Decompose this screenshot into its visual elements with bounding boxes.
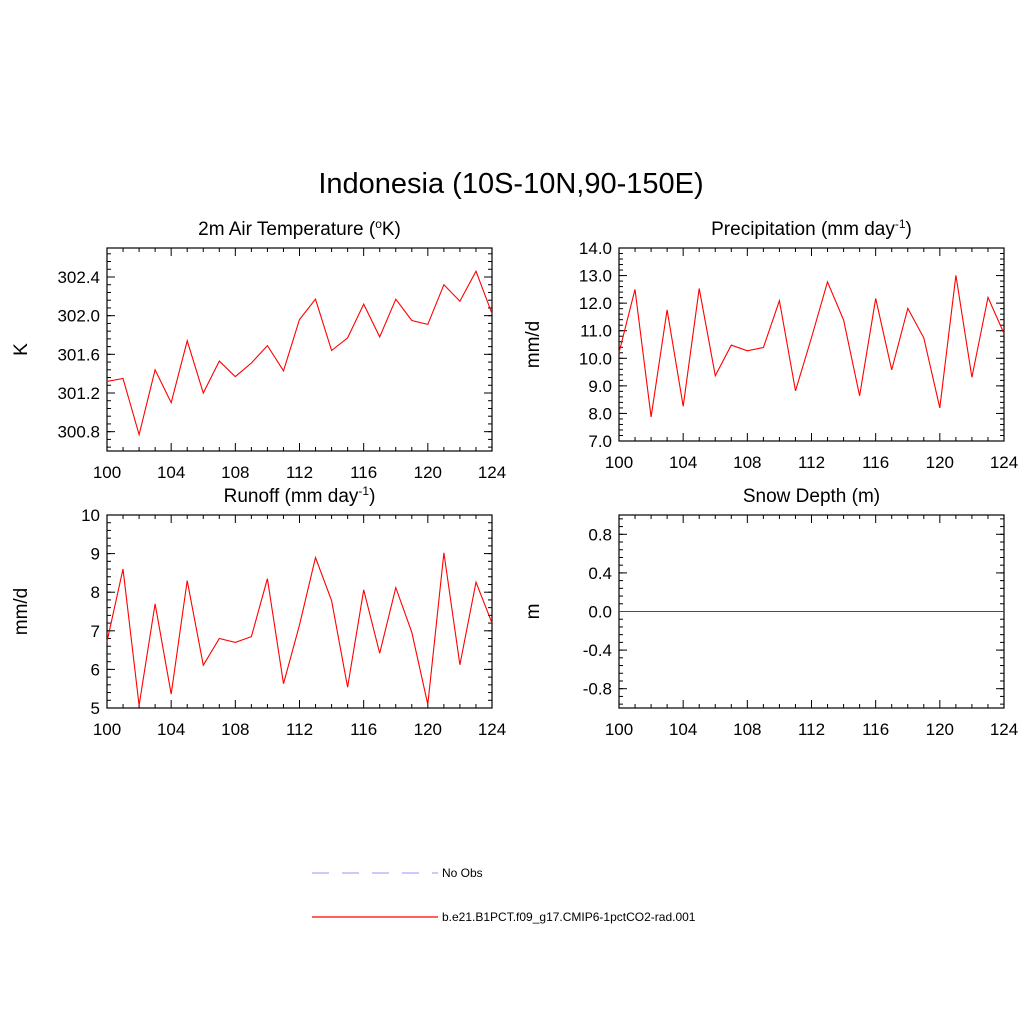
x-tick-label: 100 xyxy=(605,720,633,739)
x-tick-label: 116 xyxy=(862,720,889,739)
y-tick-label: 7.0 xyxy=(588,432,612,451)
x-tick-label: 104 xyxy=(157,720,185,739)
legend-item: No Obs xyxy=(312,866,483,880)
y-tick-label: 0.4 xyxy=(588,564,612,583)
x-tick-label: 108 xyxy=(221,720,249,739)
y-axis-label: K xyxy=(11,343,32,356)
y-tick-label: 14.0 xyxy=(579,239,612,258)
x-tick-label: 120 xyxy=(414,720,442,739)
x-tick-label: 108 xyxy=(733,453,761,472)
x-tick-label: 124 xyxy=(990,720,1018,739)
y-tick-label: 7 xyxy=(91,622,100,641)
panel-temperature: 2m Air Temperature (oK) 100 104 108 112 116 12… xyxy=(11,217,506,482)
panel-runoff: Runoff (mm day-1)100 104 108 112 116 120 12456… xyxy=(11,484,506,739)
y-tick-label: 13.0 xyxy=(579,267,612,286)
y-axis-label: mm/d xyxy=(11,588,32,636)
plot-frame xyxy=(618,247,1005,442)
y-tick-label: 12.0 xyxy=(579,294,612,313)
y-tick-label: 11.0 xyxy=(580,322,612,341)
x-tick-label: 120 xyxy=(926,720,954,739)
x-tick-label: 100 xyxy=(605,453,633,472)
x-tick-label: 104 xyxy=(157,463,185,482)
x-tick-label: 116 xyxy=(350,720,377,739)
y-tick-label: 10 xyxy=(81,506,100,525)
y-tick-label: 8 xyxy=(91,583,100,602)
x-tick-label: 108 xyxy=(221,463,249,482)
x-tick-label: 116 xyxy=(862,453,889,472)
x-tick-label: 124 xyxy=(990,453,1018,472)
y-tick-label: 0.8 xyxy=(588,525,612,544)
legend-label: b.e21.B1PCT.f09_g17.CMIP6-1pctCO2-rad.00… xyxy=(442,910,696,924)
plot-frame xyxy=(106,514,493,709)
y-axis-label: m xyxy=(523,604,544,620)
panel-snow-depth: Snow Depth (m) 100 104 108 112 116 120 124 -0.8 -… xyxy=(523,486,1018,739)
series-line xyxy=(106,269,493,437)
x-tick-label: 120 xyxy=(926,453,954,472)
x-tick-label: 124 xyxy=(478,463,506,482)
y-axis-label: mm/d xyxy=(523,321,544,369)
y-tick-label: 10.0 xyxy=(579,349,612,368)
figure-title: Indonesia (10S-10N,90-150E) xyxy=(318,168,703,200)
x-tick-label: 112 xyxy=(286,720,313,739)
y-tick-label: 301.2 xyxy=(57,384,100,403)
y-tick-label: -0.8 xyxy=(583,680,612,699)
y-tick-label: 9 xyxy=(91,545,100,564)
y-tick-label: 5 xyxy=(91,699,100,718)
x-tick-label: 104 xyxy=(669,720,697,739)
series-line xyxy=(618,275,1005,418)
legend: No Obs b.e21.B1PCT.f09_g17.CMIP6-1pctCO2-… xyxy=(312,866,696,924)
panel-title: Snow Depth (m) xyxy=(743,486,880,507)
x-tick-label: 116 xyxy=(350,463,377,482)
x-tick-label: 108 xyxy=(733,720,761,739)
panel-title: 2m Air Temperature (oK) xyxy=(198,217,401,240)
x-tick-label: 112 xyxy=(798,720,825,739)
y-tick-label: 300.8 xyxy=(57,423,100,442)
x-tick-label: 104 xyxy=(669,453,697,472)
y-tick-label: 6 xyxy=(91,660,100,679)
y-tick-label: 301.6 xyxy=(57,345,100,364)
y-tick-label: -0.4 xyxy=(583,641,612,660)
panels: 2m Air Temperature (oK)100 104 108 112 116 12… xyxy=(11,217,1018,739)
series-line xyxy=(106,552,493,706)
legend-item: b.e21.B1PCT.f09_g17.CMIP6-1pctCO2-rad.00… xyxy=(312,910,696,924)
x-tick-label: 112 xyxy=(286,463,313,482)
legend-label: No Obs xyxy=(442,866,483,880)
plot-frame xyxy=(106,247,493,452)
x-tick-label: 124 xyxy=(478,720,506,739)
panel-title: Runoff (mm day-1) xyxy=(224,484,376,507)
panel-precipitation: Precipitation (mm day-1) 100 104 108 112 116 1… xyxy=(523,217,1018,472)
panel-title: Precipitation (mm day-1) xyxy=(711,217,912,240)
x-tick-label: 120 xyxy=(414,463,442,482)
y-tick-label: 302.0 xyxy=(57,307,100,326)
y-tick-label: 0.0 xyxy=(588,603,612,622)
y-tick-label: 8.0 xyxy=(588,404,612,423)
y-tick-label: 302.4 xyxy=(57,268,100,287)
x-tick-label: 112 xyxy=(798,453,825,472)
x-tick-label: 100 xyxy=(93,463,121,482)
y-tick-label: 9.0 xyxy=(588,377,612,396)
x-tick-label: 100 xyxy=(93,720,121,739)
